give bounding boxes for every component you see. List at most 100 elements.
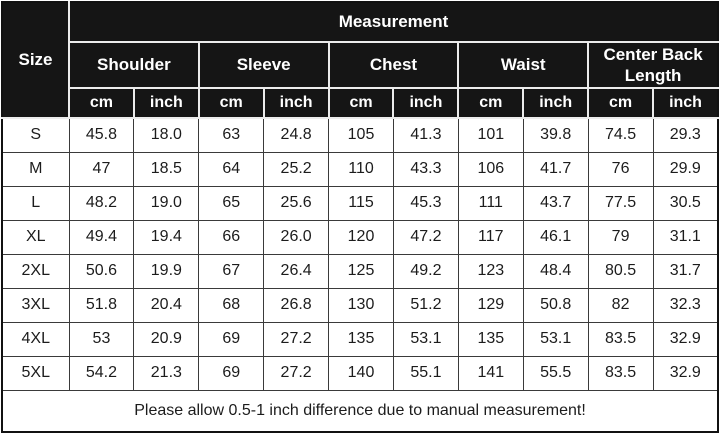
value-cell: 27.2 (263, 321, 330, 357)
value-cell: 46.1 (522, 219, 589, 255)
value-cell: 43.7 (522, 185, 589, 221)
value-cell: 111 (457, 185, 524, 221)
value-cell: 27.2 (263, 355, 330, 391)
value-cell: 32.9 (652, 355, 719, 391)
value-cell: 41.3 (392, 117, 459, 153)
value-cell: 29.3 (652, 117, 719, 153)
value-cell: 65 (198, 185, 265, 221)
value-cell: 82 (587, 287, 654, 323)
measurement-header: Measurement (68, 1, 719, 43)
unit-header-cm: cm (587, 87, 655, 119)
value-cell: 39.8 (522, 117, 589, 153)
category-header-row: Shoulder Sleeve Chest Waist Center Back Leng… (2, 41, 719, 89)
unit-header-cm: cm (327, 87, 395, 119)
value-cell: 115 (328, 185, 394, 221)
value-cell: 47.2 (392, 219, 459, 255)
table-row-m: M 47 18.5 64 25.2 110 43.3 106 41.7 76 29.9 (1, 151, 719, 187)
value-cell: 29.9 (652, 151, 719, 187)
value-cell: 32.3 (652, 287, 719, 323)
value-cell: 19.9 (133, 253, 200, 289)
unit-header-cm: cm (197, 87, 265, 119)
category-header-sleeve: Sleeve (197, 41, 330, 89)
value-cell: 26.4 (263, 253, 330, 289)
value-cell: 74.5 (587, 117, 654, 153)
value-cell: 66 (198, 219, 265, 255)
unit-header-inch: inch (132, 87, 200, 119)
size-cell: 2XL (1, 253, 70, 289)
category-header-center-back-length: Center Back Length (587, 41, 719, 89)
value-cell: 24.8 (263, 117, 330, 153)
value-cell: 32.9 (652, 321, 719, 357)
table-footer: Please allow 0.5-1 inch difference due t… (1, 389, 719, 433)
value-cell: 51.2 (392, 287, 459, 323)
table-row-5xl: 5XL 54.2 21.3 69 27.2 140 55.1 141 55.5 83.5 32.9 (1, 355, 719, 391)
value-cell: 43.3 (392, 151, 459, 187)
value-cell: 18.5 (133, 151, 200, 187)
size-cell: L (1, 185, 70, 221)
value-cell: 83.5 (587, 321, 654, 357)
value-cell: 63 (198, 117, 265, 153)
value-cell: 31.7 (652, 253, 719, 289)
value-cell: 41.7 (522, 151, 589, 187)
value-cell: 140 (328, 355, 394, 391)
unit-header-inch: inch (392, 87, 460, 119)
value-cell: 120 (328, 219, 394, 255)
size-cell: S (1, 117, 70, 153)
value-cell: 135 (328, 321, 394, 357)
value-cell: 20.4 (133, 287, 200, 323)
value-cell: 20.9 (133, 321, 200, 357)
value-cell: 106 (457, 151, 524, 187)
value-cell: 105 (328, 117, 394, 153)
value-cell: 117 (457, 219, 524, 255)
size-column-header: Size (1, 1, 70, 119)
value-cell: 135 (457, 321, 524, 357)
value-cell: 69 (198, 321, 265, 357)
value-cell: 25.6 (263, 185, 330, 221)
value-cell: 101 (457, 117, 524, 153)
size-cell: 3XL (1, 287, 70, 323)
value-cell: 64 (198, 151, 265, 187)
value-cell: 69 (198, 355, 265, 391)
value-cell: 125 (328, 253, 394, 289)
value-cell: 79 (587, 219, 654, 255)
value-cell: 49.2 (392, 253, 459, 289)
table-row-l: L 48.2 19.0 65 25.6 115 45.3 111 43.7 77.5 30.5 (1, 185, 719, 221)
value-cell: 31.1 (652, 219, 719, 255)
value-cell: 30.5 (652, 185, 719, 221)
size-cell: M (1, 151, 70, 187)
unit-header-cm: cm (457, 87, 525, 119)
table-row-s: S 45.8 18.0 63 24.8 105 41.3 101 39.8 74.5 29.3 (1, 117, 719, 153)
value-cell: 77.5 (587, 185, 654, 221)
value-cell: 53 (68, 321, 135, 357)
value-cell: 47 (68, 151, 135, 187)
category-header-shoulder: Shoulder (68, 41, 200, 89)
value-cell: 68 (198, 287, 265, 323)
value-cell: 130 (328, 287, 394, 323)
size-cell: 5XL (1, 355, 70, 391)
value-cell: 26.8 (263, 287, 330, 323)
value-cell: 53.1 (522, 321, 589, 357)
value-cell: 50.6 (68, 253, 135, 289)
value-cell: 50.8 (522, 287, 589, 323)
unit-header-cm: cm (68, 87, 135, 119)
unit-header-row: cm inch cm inch cm inch cm inch cm inch (2, 87, 719, 119)
table-row-2xl: 2XL 50.6 19.9 67 26.4 125 49.2 123 48.4 80.5 31.7 (1, 253, 719, 289)
value-cell: 49.4 (68, 219, 135, 255)
value-cell: 110 (328, 151, 394, 187)
value-cell: 83.5 (587, 355, 654, 391)
value-cell: 26.0 (263, 219, 330, 255)
value-cell: 45.3 (392, 185, 459, 221)
category-header-chest: Chest (327, 41, 460, 89)
table-row-xl: XL 49.4 19.4 66 26.0 120 47.2 117 46.1 79 31.1 (1, 219, 719, 255)
value-cell: 53.1 (392, 321, 459, 357)
table-row-3xl: 3XL 51.8 20.4 68 26.8 130 51.2 129 50.8 82 32.3 (1, 287, 719, 323)
value-cell: 67 (198, 253, 265, 289)
value-cell: 123 (457, 253, 524, 289)
value-cell: 25.2 (263, 151, 330, 187)
value-cell: 21.3 (133, 355, 200, 391)
value-cell: 48.2 (68, 185, 135, 221)
size-cell: XL (1, 219, 70, 255)
value-cell: 45.8 (68, 117, 135, 153)
value-cell: 55.5 (522, 355, 589, 391)
